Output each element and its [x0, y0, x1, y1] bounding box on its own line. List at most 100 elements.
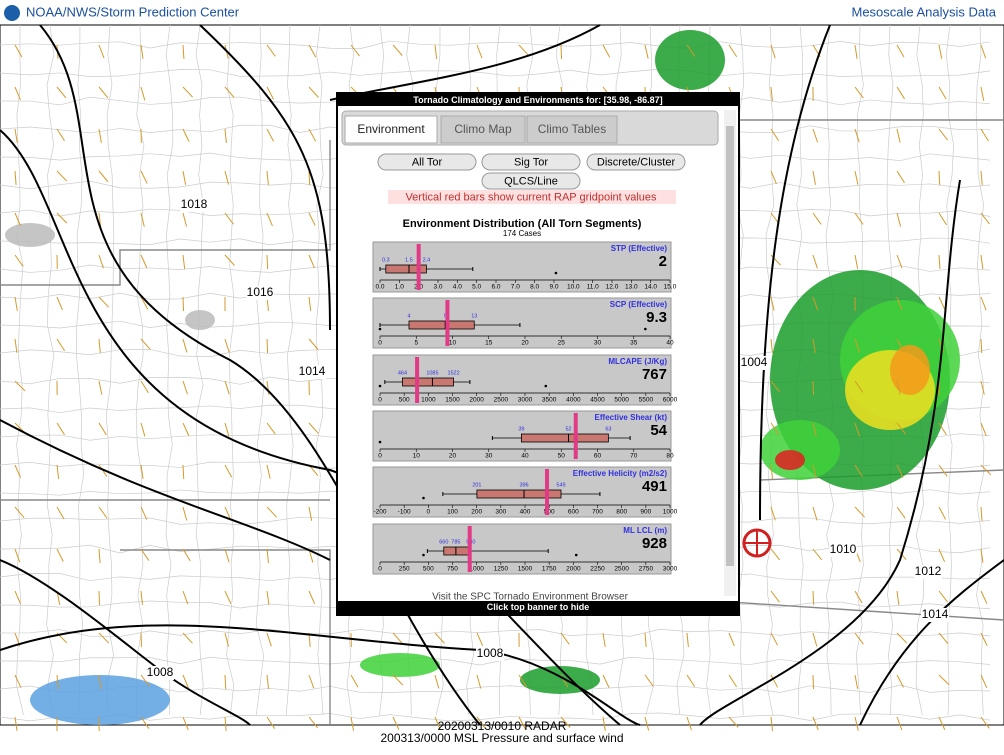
wind-barb: [896, 128, 901, 143]
popup-banner[interactable]: [338, 94, 738, 106]
popup-title[interactable]: Tornado Climatology and Environments for…: [413, 95, 662, 105]
wind-barb: [896, 506, 906, 519]
wind-barb: [350, 674, 359, 688]
wind-barb: [266, 86, 274, 100]
tab[interactable]: [344, 115, 438, 144]
wind-barb: [266, 128, 274, 142]
current-value: 767: [642, 366, 667, 383]
hide-bar[interactable]: [338, 601, 738, 614]
wind-barb: [938, 44, 943, 59]
wind-barb: [854, 170, 859, 185]
wind-barb: [266, 338, 269, 354]
wind-barb: [14, 296, 18, 311]
wind-barb: [266, 254, 269, 270]
header-right[interactable]: Mesoscale Analysis Data: [851, 4, 996, 19]
button-label[interactable]: All Tor: [412, 156, 443, 168]
button-label[interactable]: Discrete/Cluster: [597, 156, 676, 168]
iqr-box: [385, 264, 427, 274]
isobar-label-bg: [476, 647, 504, 661]
wind-barb: [224, 590, 232, 604]
button-label[interactable]: Sig Tor: [514, 156, 548, 168]
outlier: [574, 553, 578, 557]
wind-barb: [938, 716, 946, 730]
tick-label: 1.0: [395, 284, 404, 291]
tick-label: 1750: [542, 566, 557, 573]
wind-barb: [56, 506, 65, 520]
button[interactable]: [481, 172, 581, 190]
iqr-box: [476, 489, 562, 499]
wind-barb: [434, 44, 438, 59]
county-line: [285, 24, 294, 716]
wind-barb: [770, 548, 781, 561]
wind-barb: [224, 674, 227, 690]
wind-barb: [812, 632, 818, 647]
wind-barb: [980, 632, 988, 646]
button[interactable]: [481, 153, 581, 171]
tick-label: 13.0: [625, 284, 638, 291]
tab-label[interactable]: Climo Tables: [538, 122, 606, 136]
quartile-label: 1.5: [405, 257, 413, 263]
wind-barb: [140, 254, 148, 268]
tab-label[interactable]: Climo Map: [454, 122, 512, 136]
tick-label: 800: [616, 509, 627, 516]
wind-barb: [14, 86, 21, 101]
wind-barb: [56, 338, 66, 352]
wind-barb: [770, 380, 781, 393]
scroll-thumb[interactable]: [726, 126, 734, 566]
tick-label: 10: [449, 340, 457, 347]
wind-barb: [980, 548, 984, 563]
tick-label: 20: [521, 340, 529, 347]
tick-label: 500: [423, 566, 434, 573]
isobar-label: 1012: [915, 564, 942, 578]
state-line: [0, 140, 331, 286]
tab-label[interactable]: Environment: [357, 122, 425, 136]
browser-link[interactable]: Visit the SPC Tornado Environment Browse…: [432, 592, 629, 603]
wind-barb: [938, 674, 950, 686]
wind-barb: [224, 422, 230, 437]
wind-barb: [770, 86, 773, 101]
wind-barb: [770, 254, 781, 266]
wind-barb: [98, 506, 108, 519]
wind-barb: [266, 464, 271, 479]
wind-barb: [266, 212, 273, 227]
env-panel: MLCAPE (J/Kg)767 0 500 1000 1500 2000 2500 3000…: [372, 354, 678, 406]
tab[interactable]: [526, 115, 618, 144]
isobar-label-bg: [246, 286, 274, 300]
quartile-label: 464: [398, 370, 407, 376]
tick-label: 5000: [614, 397, 629, 404]
wind-barb: [854, 632, 864, 645]
tick-label: 500: [399, 397, 410, 404]
tick-label: 4000: [566, 397, 581, 404]
wind-barb: [854, 212, 864, 225]
wind-barb: [854, 464, 863, 478]
wind-barb: [770, 296, 775, 311]
wind-barb: [308, 212, 316, 226]
county-line: [105, 24, 115, 716]
wind-barb: [182, 590, 189, 605]
button[interactable]: [586, 153, 686, 171]
radar-echo: [655, 30, 725, 90]
wind-barb: [98, 590, 101, 606]
tick-label: 0: [378, 397, 382, 404]
wind-barb: [812, 338, 816, 353]
hide-text[interactable]: Click top banner to hide: [487, 602, 590, 612]
iqr-box: [402, 377, 454, 387]
tick-label: 15: [485, 340, 493, 347]
radar-echo: [775, 450, 805, 470]
wind-barb: [56, 86, 67, 99]
isobar: [0, 559, 251, 726]
county-line: [255, 24, 265, 716]
button[interactable]: [377, 153, 477, 171]
tab[interactable]: [440, 115, 526, 144]
wind-barb: [896, 422, 906, 435]
wind-barb: [56, 464, 60, 479]
wind-barb: [728, 632, 735, 647]
quartile-label: 0.3: [382, 257, 390, 263]
quartile-label: 52: [565, 426, 571, 432]
wind-barb: [224, 86, 235, 98]
button-label[interactable]: QLCS/Line: [504, 175, 558, 187]
tick-label: 400: [520, 509, 531, 516]
header-left[interactable]: NOAA/NWS/Storm Prediction Center: [26, 4, 240, 19]
wind-barb: [602, 44, 611, 58]
wind-barb: [98, 632, 110, 644]
